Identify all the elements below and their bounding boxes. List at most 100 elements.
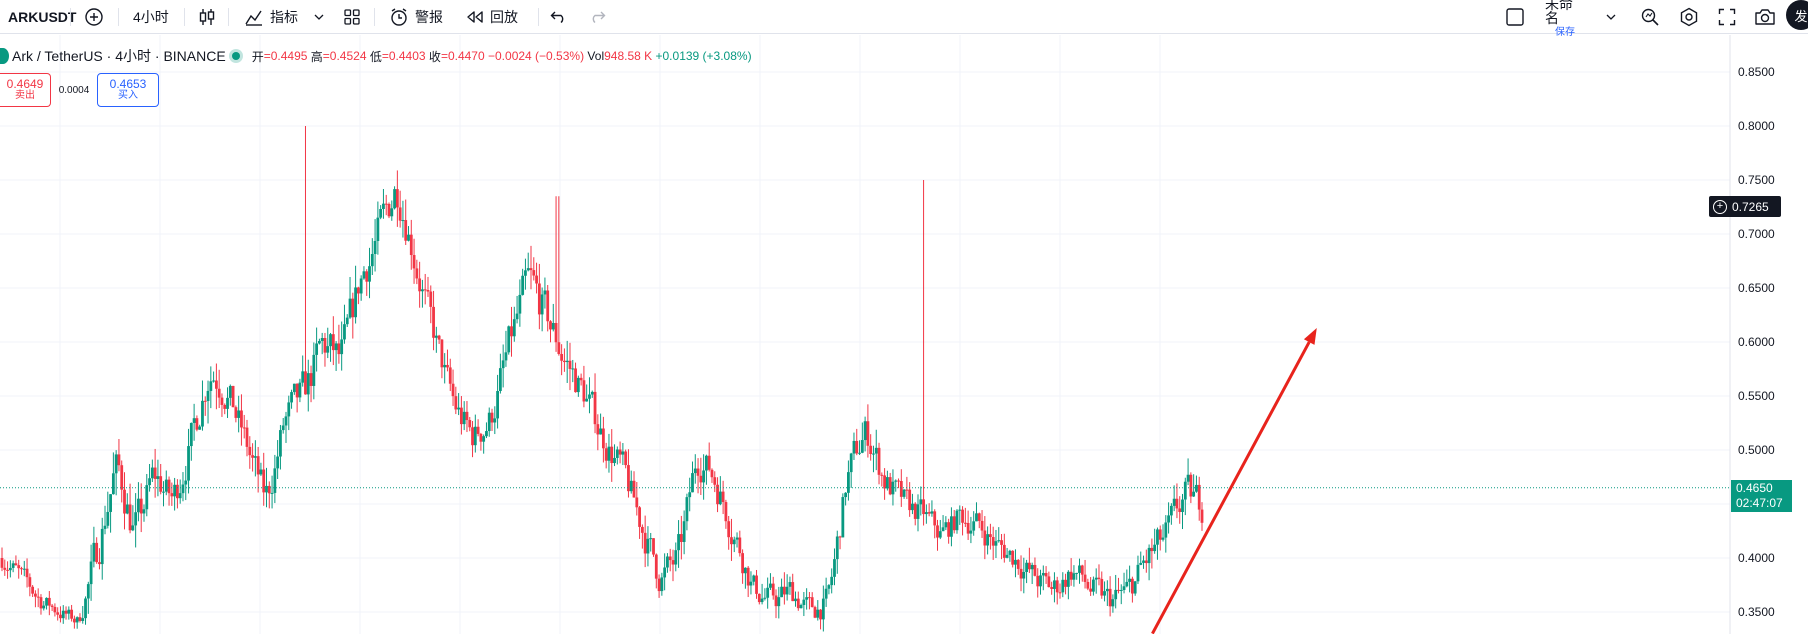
candle-body [443, 364, 447, 368]
fullscreen-icon[interactable] [1718, 0, 1736, 34]
candle-body [1027, 562, 1031, 570]
candle-body [1189, 474, 1193, 497]
candle-body [437, 335, 441, 340]
candle-body [579, 377, 583, 381]
candle-body [510, 326, 513, 337]
candle-body [75, 617, 79, 623]
chevron-down-icon[interactable] [1606, 0, 1616, 34]
candle-body [657, 578, 661, 592]
candle-body [493, 418, 497, 423]
candle-body [1142, 560, 1145, 563]
replay-label: 回放 [490, 9, 518, 25]
candle-body [159, 476, 163, 492]
candle-body [897, 480, 900, 482]
candle-body [913, 503, 917, 519]
price-chart[interactable]: 0.35000.40000.45000.50000.55000.60000.65… [0, 35, 1808, 634]
symbol-search-button[interactable]: ARKUSDT [8, 9, 77, 25]
candle-body [365, 271, 369, 282]
candle-body [415, 268, 419, 279]
add-symbol-icon[interactable] [84, 0, 104, 34]
square-icon[interactable] [1505, 0, 1525, 34]
toolbar-divider [374, 8, 375, 26]
price-axis-label: 0.7000 [1738, 227, 1775, 241]
candle-body [891, 481, 895, 495]
candle-body [92, 542, 96, 562]
vol-change-value: +0.0139 (+3.08%) [655, 49, 752, 63]
buy-button[interactable]: 0.4653 买入 [97, 73, 159, 107]
candle-body [343, 324, 346, 340]
candle-body [1008, 550, 1012, 555]
candle-body [56, 612, 60, 615]
candle-body [593, 391, 597, 425]
add-alert-icon[interactable]: + [1713, 199, 1727, 214]
redo-icon[interactable] [588, 0, 606, 34]
layouts-icon[interactable] [343, 0, 361, 34]
chevron-down-icon[interactable] [314, 0, 324, 34]
candle-body [1108, 588, 1112, 607]
candle-body [1092, 579, 1095, 592]
candle-body [496, 391, 499, 419]
candle-body [454, 396, 458, 410]
candle-body [451, 383, 455, 397]
interval-button[interactable]: 4小时 [133, 9, 169, 25]
candle-body [53, 606, 57, 613]
candle-body [535, 275, 538, 284]
candle-body [821, 598, 825, 620]
camera-icon[interactable] [1754, 0, 1776, 34]
candle-body [702, 470, 706, 483]
candle-body [646, 538, 650, 554]
candle-body [1161, 537, 1165, 540]
candle-body [120, 465, 124, 490]
candle-body [810, 597, 814, 608]
candle-body [980, 520, 984, 531]
candle-body [1136, 564, 1140, 582]
candle-body [1150, 547, 1154, 552]
candle-body [231, 385, 235, 408]
candles-icon[interactable] [198, 0, 216, 34]
alert-label: 警报 [415, 9, 443, 25]
save-status: 保存 [1555, 26, 1575, 38]
candle-body [270, 492, 274, 494]
candle-body [301, 371, 305, 383]
settings-icon[interactable] [1679, 0, 1699, 34]
candle-body [877, 447, 881, 475]
candle-body [874, 447, 878, 454]
candle-body [195, 418, 199, 430]
crosshair-price-tag[interactable]: + 0.7265 [1709, 196, 1781, 217]
candle-body [888, 477, 892, 495]
candle-body [407, 234, 410, 241]
search-icon[interactable] [1640, 0, 1660, 34]
candle-body [1192, 491, 1196, 497]
candle-body [86, 584, 90, 599]
candle-body [693, 468, 697, 474]
candle-body [206, 390, 210, 401]
candle-body [22, 568, 26, 570]
candle-body [42, 605, 46, 609]
candle-body [50, 605, 54, 607]
candle-body [863, 421, 867, 441]
publish-button[interactable]: 发 [1786, 0, 1808, 30]
candle-body [955, 510, 959, 531]
candle-body [688, 492, 692, 498]
undo-icon[interactable] [550, 0, 568, 34]
candle-body [1016, 559, 1020, 569]
layout-name-button[interactable]: 未命名 保存 [1545, 0, 1585, 37]
candle-body [983, 530, 987, 546]
alert-button[interactable]: 警报 [389, 0, 443, 34]
candle-body [145, 485, 149, 510]
candle-body [563, 360, 566, 363]
candle-body [718, 491, 722, 505]
replay-button[interactable]: 回放 [466, 0, 518, 34]
candle-body [950, 516, 953, 537]
candle-body [624, 451, 628, 466]
candle-body [532, 270, 536, 276]
bar-countdown: 02:47:07 [1736, 496, 1783, 510]
candle-body [1158, 529, 1162, 540]
candle-body [916, 504, 920, 519]
candle-body [276, 456, 280, 469]
candle-body [866, 421, 870, 446]
market-status-dot [231, 52, 240, 60]
candle-body [732, 539, 736, 545]
sell-button[interactable]: 0.4649 卖出 [0, 73, 51, 107]
indicators-button[interactable]: 指标 [244, 0, 298, 34]
